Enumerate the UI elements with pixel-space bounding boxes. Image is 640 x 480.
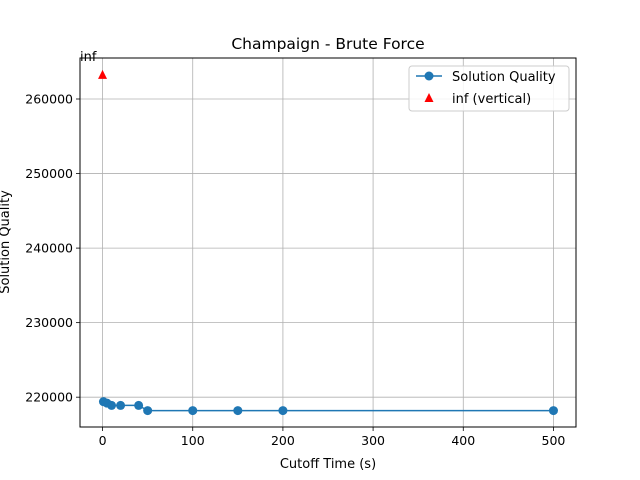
- x-tick-label: 0: [99, 433, 107, 448]
- legend-marker-solution-quality: [424, 71, 434, 81]
- solution-quality-point: [548, 406, 558, 416]
- legend-label-inf-vertical: inf (vertical): [452, 92, 531, 107]
- legend-box: [408, 65, 570, 112]
- y-axis-label: Solution Quality: [0, 190, 13, 294]
- solution-quality-point: [116, 400, 126, 410]
- legend-label-solution-quality: Solution Quality: [452, 70, 556, 85]
- solution-quality-point: [107, 400, 117, 410]
- inf-vertical-marker: [98, 69, 108, 79]
- x-tick-label: 300: [361, 433, 385, 448]
- y-tick-label: 220000: [25, 390, 73, 405]
- series-layer: [98, 69, 558, 416]
- y-tick-label: 260000: [25, 92, 73, 107]
- plot-frame: [79, 57, 577, 428]
- y-tick-label: 250000: [25, 166, 73, 181]
- solution-quality-point: [188, 406, 198, 416]
- solution-quality-point: [143, 406, 153, 416]
- legend: Solution Quality inf (vertical): [408, 65, 570, 112]
- x-tick-label: 200: [271, 433, 295, 448]
- x-tick-label: 100: [181, 433, 205, 448]
- solution-quality-point: [134, 400, 144, 410]
- x-tick-label: 400: [451, 433, 475, 448]
- y-tick-label: 240000: [25, 241, 73, 256]
- solution-quality-point: [233, 406, 243, 416]
- chart-title: Champaign - Brute Force: [231, 35, 424, 53]
- solution-quality-point: [278, 406, 288, 416]
- annotation-inf: inf: [80, 50, 97, 65]
- y-tick-label: 230000: [25, 315, 73, 330]
- ticks: 0 100 200 300 400 500 220000 230000 240000 250000…: [25, 92, 565, 449]
- x-tick-label: 500: [542, 433, 566, 448]
- x-axis-label: Cutoff Time (s): [280, 457, 376, 472]
- legend-marker-inf-vertical: [424, 93, 434, 102]
